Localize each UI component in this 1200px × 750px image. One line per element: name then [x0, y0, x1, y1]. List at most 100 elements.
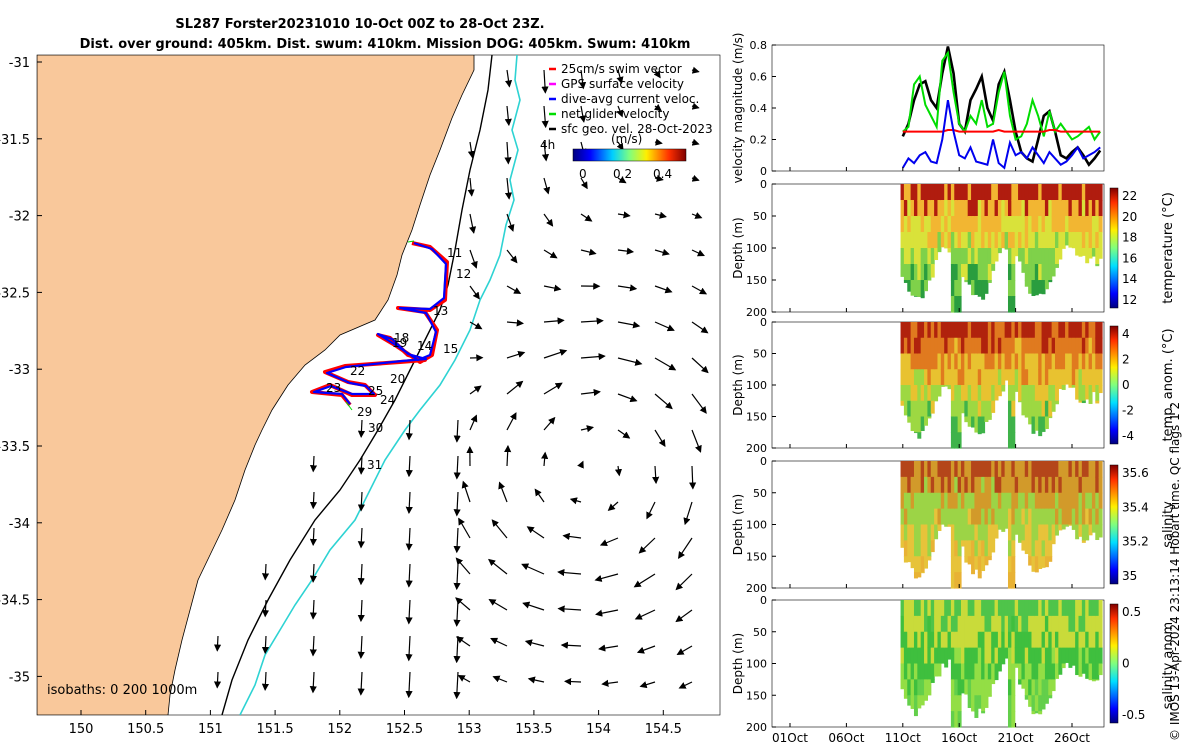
section-cell: [1034, 540, 1039, 557]
section-cell: [1024, 322, 1029, 339]
velocity-arrow: [469, 213, 477, 234]
section-cell: [1068, 200, 1073, 217]
section-cell: [1085, 663, 1090, 679]
section-cell: [991, 385, 996, 402]
section-cell: [967, 508, 972, 526]
section-cell: [920, 631, 925, 649]
section-cell: [987, 216, 992, 233]
section-cell: [1004, 615, 1009, 633]
section-cell: [1031, 216, 1036, 233]
section-cell: [930, 369, 935, 386]
section-cell: [1004, 647, 1009, 659]
section-cell: [950, 524, 955, 541]
section-cell: [917, 600, 922, 617]
section-cell: [977, 353, 982, 370]
velocity-series-line: [901, 46, 1102, 167]
section-cell: [900, 385, 905, 402]
section-cell: [994, 337, 999, 355]
section-cell: [984, 400, 989, 418]
section-cell: [937, 461, 942, 478]
section-cell: [950, 631, 955, 649]
section-cell: [950, 296, 955, 313]
section-cell: [977, 200, 982, 217]
section-cell: [917, 322, 922, 339]
section-cell: [1024, 337, 1029, 355]
section-cell: [913, 400, 918, 418]
section-cell: [1004, 200, 1009, 217]
section-cell: [900, 524, 905, 541]
section-cell: [971, 385, 976, 402]
section-cell: [984, 353, 989, 370]
section-cell: [930, 337, 935, 355]
section-cell: [900, 200, 905, 217]
section-cell: [987, 369, 992, 386]
velocity-arrow: [616, 69, 624, 85]
section-cell: [920, 492, 925, 510]
section-cell: [1001, 476, 1006, 494]
section-cell: [910, 264, 915, 281]
velocity-arrow: [578, 69, 587, 90]
section-cell: [1095, 524, 1100, 541]
section-cell: [1058, 184, 1063, 201]
section-cell: [913, 264, 918, 281]
section-cell: [991, 508, 996, 526]
section-cell: [1054, 492, 1059, 510]
section-cell: [991, 461, 996, 478]
velocity-arrow: [594, 573, 619, 582]
section-cell: [910, 248, 915, 265]
section-cell: [1028, 248, 1033, 265]
section-cell: [1021, 369, 1026, 386]
section-cell: [1051, 232, 1056, 249]
section-cell: [1021, 647, 1026, 665]
section-cell: [1088, 369, 1093, 386]
section-cell: [1001, 615, 1006, 633]
section-cell: [1078, 216, 1083, 233]
section-cell: [1058, 353, 1063, 370]
section-cell: [1001, 232, 1006, 249]
section-cell: [1018, 647, 1023, 665]
section-cell: [1024, 216, 1029, 233]
section-cell: [1068, 615, 1073, 633]
velocity-arrow: [607, 501, 619, 512]
section-cell: [1048, 663, 1053, 680]
section-cell: [913, 296, 918, 297]
section-cell: [1088, 337, 1093, 355]
section-cell: [1058, 248, 1063, 260]
velocity-ylabel: velocity magnitude (m/s): [731, 33, 745, 184]
velocity-arrow: [636, 645, 656, 654]
isobath-200m: [221, 55, 493, 715]
section-cell: [957, 476, 962, 494]
map-y-tick: -34.5: [0, 594, 30, 609]
section-y-tick: 0: [760, 455, 767, 468]
section-colorbar-tick: 35.2: [1122, 535, 1149, 549]
section-cell: [913, 248, 918, 265]
section-cell: [917, 385, 922, 402]
section-cell: [910, 400, 915, 418]
section-cell: [903, 353, 908, 370]
section-cell: [1021, 461, 1026, 478]
velocity-arrow: [691, 357, 709, 374]
section-cell: [950, 540, 955, 557]
section-cell: [957, 369, 962, 386]
section-cell: [1028, 200, 1033, 217]
section-cell: [1098, 524, 1103, 538]
section-cell: [1095, 476, 1100, 494]
velocity-arrow: [504, 69, 513, 88]
day-label: 13: [433, 304, 448, 318]
section-cell: [997, 337, 1002, 355]
velocity-arrow: [689, 465, 697, 490]
speed-colorbar-label: (m/s): [611, 132, 642, 146]
section-cell: [1024, 232, 1029, 249]
section-cell: [927, 461, 932, 478]
section-cell: [1071, 337, 1076, 355]
section-y-tick: 100: [746, 379, 767, 392]
section-cell: [903, 461, 908, 478]
section-cell: [1088, 248, 1093, 259]
section-cell: [1031, 695, 1036, 712]
velocity-arrow: [557, 605, 582, 613]
section-cell: [977, 296, 982, 297]
section-cell: [924, 615, 929, 633]
section-cell: [967, 540, 972, 557]
section-cell: [924, 248, 929, 265]
